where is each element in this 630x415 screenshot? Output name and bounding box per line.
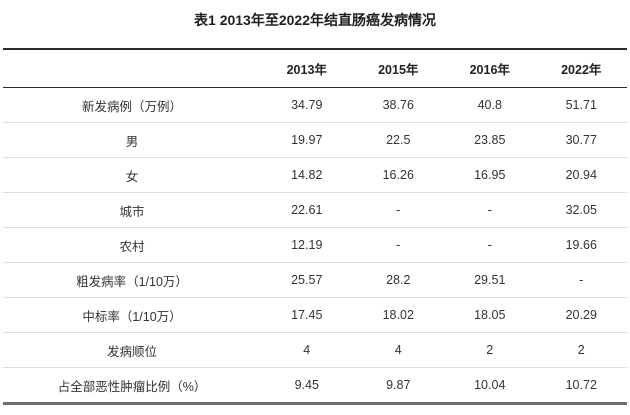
- cell-value: 20.29: [535, 297, 627, 333]
- cell-value: 32.05: [535, 192, 627, 228]
- cell-value: 19.97: [261, 122, 353, 158]
- cell-value: 29.51: [444, 262, 536, 298]
- cell-value: 34.79: [261, 87, 353, 123]
- cell-value: 4: [261, 332, 353, 368]
- cell-value: -: [352, 192, 444, 228]
- cell-value: 30.77: [535, 122, 627, 158]
- cell-value: 20.94: [535, 157, 627, 193]
- table-row: 农村 12.19 - - 19.66: [3, 227, 627, 263]
- table-row: 男 19.97 22.5 23.85 30.77: [3, 122, 627, 158]
- table-header-row: 2013年 2015年 2016年 2022年: [3, 49, 627, 88]
- column-header-2022: 2022年: [535, 49, 627, 88]
- row-label: 粗发病率（1/10万）: [3, 262, 261, 298]
- cell-value: 18.05: [444, 297, 536, 333]
- table-row: 中标率（1/10万） 17.45 18.02 18.05 20.29: [3, 297, 627, 333]
- table-row: 女 14.82 16.26 16.95 20.94: [3, 157, 627, 193]
- cell-value: 51.71: [535, 87, 627, 123]
- cell-value: 16.95: [444, 157, 536, 193]
- column-header-2016: 2016年: [444, 49, 536, 88]
- page-title: 表1 2013年至2022年结直肠癌发病情况: [194, 12, 436, 28]
- cell-value: 38.76: [352, 87, 444, 123]
- cell-value: 22.61: [261, 192, 353, 228]
- cell-value: 9.87: [386, 378, 411, 392]
- row-label: 中标率（1/10万）: [3, 297, 261, 333]
- incidence-table: 2013年 2015年 2016年 2022年 新发病例（万例） 34.79 3…: [3, 48, 627, 405]
- table-row: 粗发病率（1/10万） 25.57 28.2 29.51 -: [3, 262, 627, 298]
- cell-value: 17.45: [261, 297, 353, 333]
- cell-value: 4: [352, 332, 444, 368]
- cell-value: 12.19: [261, 227, 353, 263]
- column-header-2015: 2015年: [352, 49, 444, 88]
- corner-cell: [3, 49, 261, 88]
- cell-value: 18.02: [352, 297, 444, 333]
- cell-value: 16.26: [352, 157, 444, 193]
- cell-value: 10.04: [474, 378, 506, 392]
- table-row: 占全部恶性肿瘤比例（%） 9.45 9.87 10.04 10.72: [3, 368, 627, 404]
- row-label: 新发病例（万例）: [3, 87, 261, 123]
- cell-value: 22.5: [352, 122, 444, 158]
- cell-value: 2: [444, 332, 536, 368]
- cell-value: 9.45: [294, 378, 319, 392]
- cell-value: -: [535, 262, 627, 298]
- table-row: 新发病例（万例） 34.79 38.76 40.8 51.71: [3, 87, 627, 123]
- row-label: 男: [3, 122, 261, 158]
- table-row: 发病顺位 4 4 2 2: [3, 332, 627, 368]
- row-label: 女: [3, 157, 261, 193]
- cell-value: -: [444, 227, 536, 263]
- row-label: 占全部恶性肿瘤比例（%）: [57, 379, 207, 394]
- cell-value: 10.72: [565, 378, 597, 392]
- cell-value: 23.85: [444, 122, 536, 158]
- cell-value: -: [352, 227, 444, 263]
- row-label: 城市: [3, 192, 261, 228]
- cell-value: 2: [535, 332, 627, 368]
- cell-value: 25.57: [261, 262, 353, 298]
- cell-value: -: [444, 192, 536, 228]
- cell-value: 19.66: [535, 227, 627, 263]
- row-label: 发病顺位: [3, 332, 261, 368]
- row-label: 农村: [3, 227, 261, 263]
- cell-value: 28.2: [352, 262, 444, 298]
- cell-value: 14.82: [261, 157, 353, 193]
- column-header-2013: 2013年: [261, 49, 353, 88]
- table-row: 城市 22.61 - - 32.05: [3, 192, 627, 228]
- cell-value: 40.8: [444, 87, 536, 123]
